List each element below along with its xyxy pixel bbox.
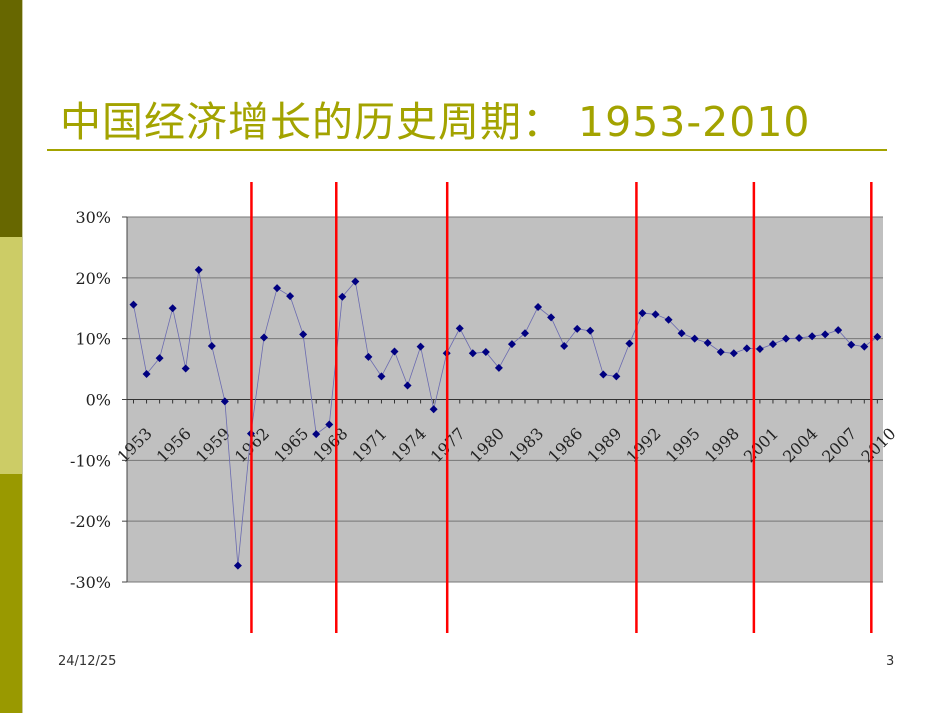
- data-point: [338, 292, 347, 301]
- data-point: [534, 303, 543, 312]
- data-point: [873, 332, 882, 341]
- y-tick-label: -30%: [70, 573, 111, 592]
- sidebar-block-mid: [0, 474, 22, 713]
- data-point: [625, 339, 634, 348]
- data-point: [560, 341, 569, 350]
- data-point: [325, 420, 334, 429]
- data-point: [207, 341, 216, 350]
- data-point: [233, 561, 242, 570]
- y-tick-label: 30%: [75, 208, 111, 227]
- data-point: [429, 405, 438, 414]
- data-point: [847, 340, 856, 349]
- y-tick-label: 20%: [75, 269, 111, 288]
- data-point: [547, 313, 556, 322]
- data-point: [507, 340, 516, 349]
- data-point: [181, 364, 190, 373]
- data-point: [155, 354, 164, 363]
- data-point: [729, 349, 738, 358]
- data-point: [481, 348, 490, 357]
- y-tick-label: 0%: [86, 391, 111, 410]
- slide-page-number: 3: [886, 654, 895, 669]
- data-point: [390, 347, 399, 356]
- sidebar-divider: [22, 0, 23, 713]
- title-underline: [47, 149, 887, 151]
- data-point: [821, 330, 830, 339]
- data-point: [808, 332, 817, 341]
- sidebar-block-light: [0, 237, 22, 474]
- data-point: [494, 363, 503, 372]
- data-point: [795, 334, 804, 343]
- data-point: [403, 381, 412, 390]
- data-point: [455, 324, 464, 333]
- data-point: [351, 277, 360, 286]
- data-point: [755, 345, 764, 354]
- y-tick-label: -10%: [70, 451, 111, 470]
- data-point: [599, 370, 608, 379]
- data-point: [768, 340, 777, 349]
- data-point: [638, 309, 647, 318]
- data-point: [860, 342, 869, 351]
- y-tick-label: -20%: [70, 512, 111, 531]
- data-point: [703, 338, 712, 347]
- data-point: [573, 324, 582, 333]
- data-point: [612, 372, 621, 381]
- slide-date: 24/12/25: [58, 654, 117, 669]
- slide-title: 中国经济增长的历史周期： 1953-2010: [60, 98, 811, 146]
- data-point: [299, 330, 308, 339]
- data-point: [651, 310, 660, 319]
- data-point: [690, 334, 699, 343]
- data-point: [168, 304, 177, 313]
- data-point: [521, 329, 529, 338]
- data-point: [782, 334, 790, 343]
- sidebar-block-dark: [0, 0, 22, 237]
- data-point: [312, 430, 321, 439]
- data-point: [286, 292, 295, 301]
- data-point: [194, 265, 203, 274]
- data-point: [416, 342, 425, 351]
- data-point: [377, 372, 386, 381]
- y-tick-label: 10%: [75, 330, 111, 349]
- data-point: [834, 326, 843, 335]
- data-point: [142, 369, 151, 378]
- data-point: [364, 352, 373, 361]
- data-point: [273, 284, 282, 293]
- data-point: [468, 349, 477, 358]
- data-point: [742, 344, 751, 353]
- data-point: [716, 348, 725, 357]
- data-point: [586, 326, 595, 335]
- data-point: [677, 329, 686, 338]
- data-point: [260, 333, 268, 342]
- data-point: [664, 315, 673, 324]
- data-point: [220, 397, 229, 406]
- data-point: [129, 300, 138, 309]
